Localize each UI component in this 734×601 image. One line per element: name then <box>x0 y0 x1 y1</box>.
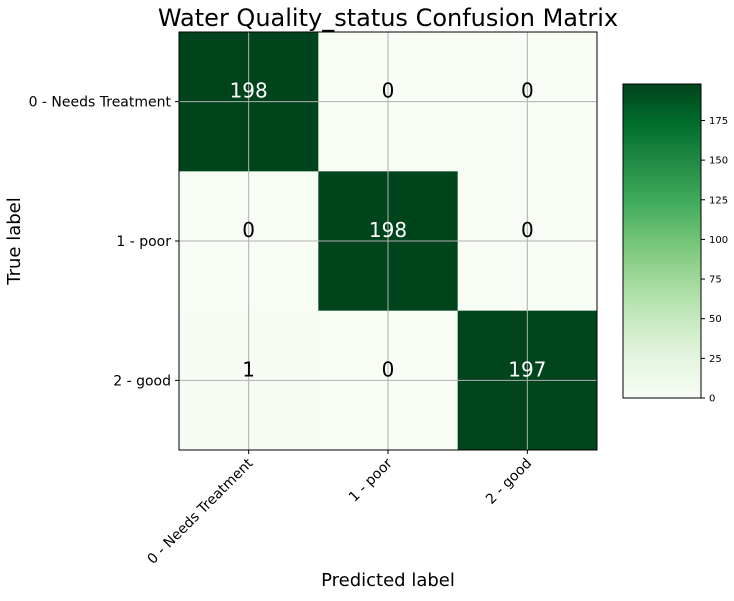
x-tick-label: 1 - poor <box>346 455 396 505</box>
x-axis-label: Predicted label <box>321 570 455 591</box>
x-tick-label: 0 - Needs Treatment <box>144 455 256 567</box>
colorbar-gradient <box>622 83 702 399</box>
cell-value-label: 0 <box>521 218 534 242</box>
cell-value-label: 197 <box>508 357 546 381</box>
colorbar-tick-label: 175 <box>709 116 728 127</box>
cell-value-label: 1 <box>242 357 255 381</box>
cell-value-label: 0 <box>382 357 395 381</box>
colorbar-tick-label: 75 <box>709 275 722 286</box>
chart-title: Water Quality_status Confusion Matrix <box>158 4 618 32</box>
cell-value-labels: 198 0 0 0 198 0 1 0 197 <box>230 79 547 382</box>
y-tick-label: 0 - Needs Treatment <box>29 95 172 111</box>
colorbar-tick-label: 125 <box>709 195 728 206</box>
cell-value-label: 0 <box>382 79 395 103</box>
y-axis-ticks: 0 - Needs Treatment 1 - poor 2 - good <box>29 95 179 389</box>
cell-value-label: 0 <box>521 79 534 103</box>
colorbar-tick-label: 50 <box>709 314 722 325</box>
cell-value-label: 198 <box>369 218 407 242</box>
grid-lines <box>179 32 597 450</box>
x-tick-label: 2 - good <box>483 456 535 508</box>
colorbar-tick-label: 25 <box>709 354 722 365</box>
cell-value-label: 0 <box>242 218 255 242</box>
cell-value-label: 198 <box>230 79 268 103</box>
colorbar: 0 25 50 75 100 125 150 175 <box>622 83 728 405</box>
colorbar-tick-label: 100 <box>709 235 728 246</box>
y-axis-label: True label <box>4 197 25 286</box>
colorbar-tick-label: 0 <box>709 394 715 405</box>
y-tick-label: 1 - poor <box>116 234 171 250</box>
colorbar-ticks: 0 25 50 75 100 125 150 175 <box>701 116 728 405</box>
y-tick-label: 2 - good <box>113 373 171 389</box>
colorbar-tick-label: 150 <box>709 156 728 167</box>
x-axis-ticks: 0 - Needs Treatment 1 - poor 2 - good <box>144 450 535 568</box>
